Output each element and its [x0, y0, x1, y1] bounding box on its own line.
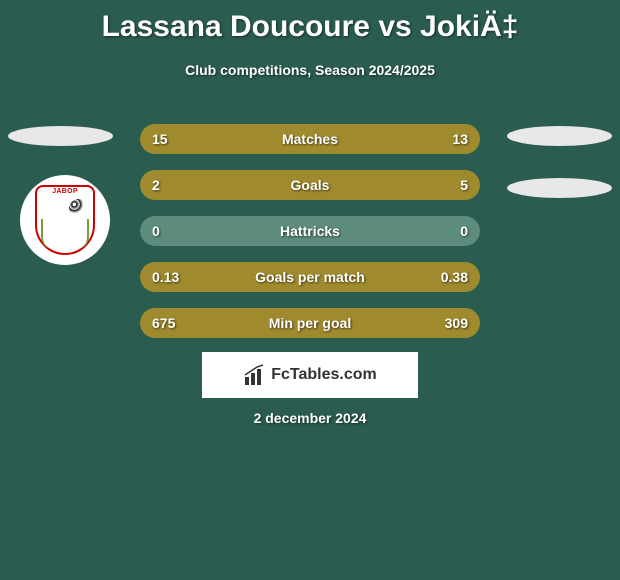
club-shield-text-top: JABOP [37, 187, 93, 195]
stat-label: Goals per match [140, 262, 480, 292]
comparison-subtitle: Club competitions, Season 2024/2025 [0, 62, 620, 78]
attribution-text: FcTables.com [271, 366, 377, 384]
stat-row: 675309Min per goal [140, 308, 480, 338]
wheat-left-icon [41, 219, 53, 249]
soccer-ball-icon [69, 199, 87, 217]
player-right-placeholder-oval-2 [507, 178, 612, 198]
stat-label: Goals [140, 170, 480, 200]
stat-row: 25Goals [140, 170, 480, 200]
stat-row: 1513Matches [140, 124, 480, 154]
date-footer: 2 december 2024 [0, 410, 620, 426]
wheat-right-icon [77, 219, 89, 249]
stat-label: Hattricks [140, 216, 480, 246]
stats-bars-container: 1513Matches 25Goals 00Hattricks 0.130.38Goa… [140, 124, 480, 354]
stat-row: 00Hattricks [140, 216, 480, 246]
comparison-title: Lassana Doucoure vs JokiÄ‡ [0, 0, 620, 44]
stat-label: Matches [140, 124, 480, 154]
attribution-box: FcTables.com [202, 352, 418, 398]
stat-row: 0.130.38Goals per match [140, 262, 480, 292]
stat-label: Min per goal [140, 308, 480, 338]
bar-chart-icon [243, 363, 267, 387]
club-shield-icon: JABOP [35, 185, 95, 255]
player-left-placeholder-oval [8, 126, 113, 146]
player-right-placeholder-oval-1 [507, 126, 612, 146]
player-left-club-logo: JABOP [20, 175, 110, 265]
